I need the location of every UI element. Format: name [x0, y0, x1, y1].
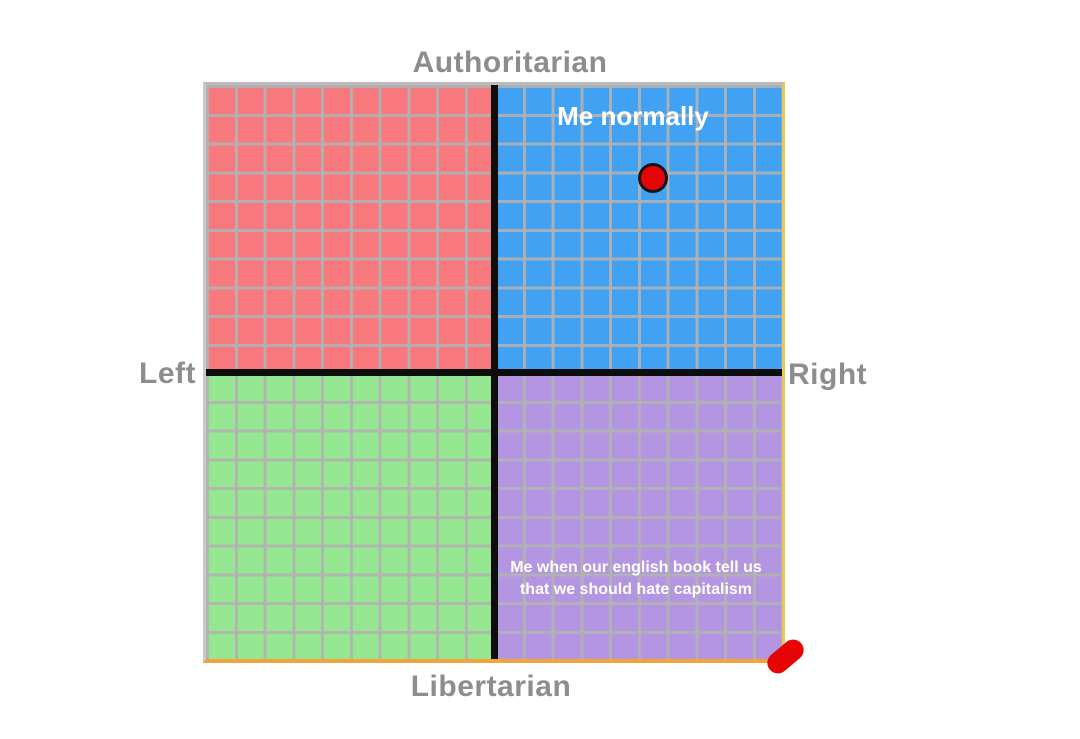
compass-chart: Me normally Me when our english book tel…	[203, 82, 808, 678]
axis-label-authoritarian: Authoritarian	[412, 46, 608, 79]
annotation-english-book: Me when our english book tell us that we…	[510, 557, 762, 601]
data-point-me-normally	[638, 163, 668, 193]
horizontal-axis	[206, 368, 782, 376]
annotation-english-book-line2: that we should hate capitalism	[519, 581, 753, 598]
axis-label-libertarian: Libertarian	[410, 670, 572, 703]
annotation-english-book-line1: Me when our english book tell us	[510, 559, 762, 576]
axis-label-left: Left	[139, 357, 196, 390]
quadrant-authoritarian-left	[206, 85, 494, 372]
quadrant-authoritarian-right	[494, 85, 782, 372]
axis-label-right: Right	[788, 358, 868, 391]
quadrant-libertarian-right	[494, 372, 782, 659]
annotation-me-normally: Me normally	[557, 101, 709, 131]
quadrant-libertarian-left	[206, 372, 494, 659]
